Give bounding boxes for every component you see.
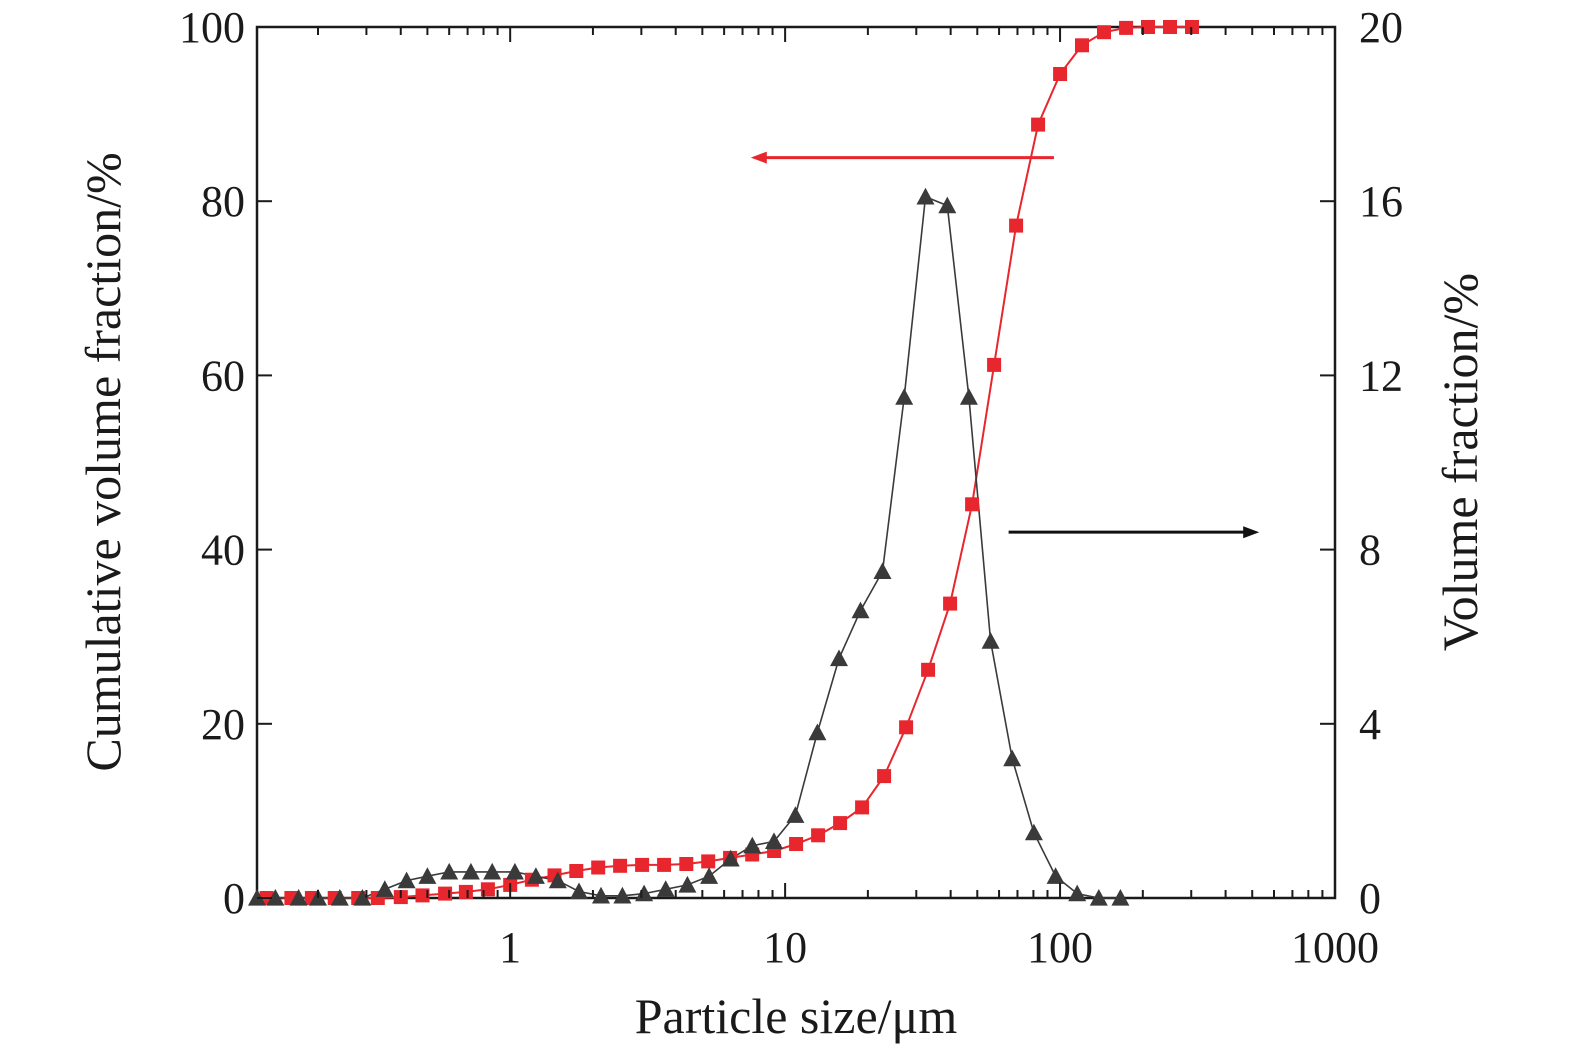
cumulative-point-38 <box>1097 25 1111 40</box>
volume-point-4 <box>330 889 349 906</box>
volume-point-13 <box>526 867 545 884</box>
cumulative-point-35 <box>1031 117 1046 132</box>
cumulative-point-25 <box>811 828 826 843</box>
cumulative-point-27 <box>855 800 870 815</box>
volume-point-28 <box>851 601 870 619</box>
cumulative-point-30 <box>921 662 936 677</box>
cumulative-point-19 <box>679 857 694 871</box>
volume-point-16 <box>592 886 610 904</box>
series-1-line <box>257 195 1121 899</box>
cumulative-point-20 <box>701 854 716 869</box>
volume-point-10 <box>461 862 480 880</box>
volume-point-12 <box>505 862 524 880</box>
y-left-tick-label: 20 <box>201 700 245 749</box>
cumulative-point-26 <box>833 816 848 831</box>
arrow-left-head <box>750 151 767 164</box>
cumulative-point-16 <box>613 858 628 873</box>
cumulative-point-9 <box>458 884 473 899</box>
volume-point-2 <box>289 889 308 906</box>
y-right-tick-label: 20 <box>1359 3 1403 52</box>
cumulative-point-7 <box>415 888 430 903</box>
volume-point-27 <box>830 649 848 667</box>
y-axis-left-label: Cumulative volume fraction/% <box>75 152 131 771</box>
y-right-tick-label: 16 <box>1359 177 1403 226</box>
y-right-tick-label: 0 <box>1359 874 1381 923</box>
cumulative-point-33 <box>987 357 1002 372</box>
volume-point-36 <box>1024 823 1043 841</box>
cumulative-point-15 <box>591 860 606 875</box>
cumulative-point-34 <box>1009 218 1024 233</box>
volume-point-35 <box>1003 749 1022 767</box>
x-axis-label: Particle size/μm <box>635 988 958 1044</box>
y-axis-right-label: Volume fraction/% <box>1432 273 1488 651</box>
volume-point-8 <box>418 867 437 884</box>
volume-point-23 <box>743 836 762 854</box>
volume-point-9 <box>440 862 459 880</box>
y-right-tick-label: 8 <box>1359 526 1381 575</box>
cumulative-point-24 <box>789 837 804 851</box>
cumulative-point-18 <box>657 857 672 872</box>
volume-point-30 <box>895 388 914 405</box>
volume-point-38 <box>1068 884 1087 902</box>
y-left-tick-label: 100 <box>179 3 245 52</box>
volume-point-19 <box>656 880 675 897</box>
y-left-tick-label: 40 <box>201 526 245 575</box>
cumulative-point-36 <box>1053 67 1068 81</box>
volume-point-1 <box>266 889 285 906</box>
cumulative-point-28 <box>877 769 892 784</box>
volume-point-33 <box>959 388 978 405</box>
volume-point-24 <box>765 832 783 849</box>
volume-point-7 <box>397 871 416 889</box>
cumulative-point-29 <box>899 720 914 735</box>
cumulative-point-41 <box>1163 20 1177 34</box>
x-tick-label: 1000 <box>1291 923 1379 972</box>
cumulative-point-31 <box>943 596 958 611</box>
y-right-tick-label: 12 <box>1359 351 1403 400</box>
volume-point-31 <box>916 187 935 205</box>
volume-point-26 <box>808 723 827 741</box>
volume-point-22 <box>721 849 740 867</box>
cumulative-point-39 <box>1119 20 1134 35</box>
volume-point-15 <box>570 882 588 900</box>
volume-point-40 <box>1111 889 1130 906</box>
arrow-right-head <box>1243 526 1260 539</box>
y-left-tick-label: 80 <box>201 177 245 226</box>
volume-point-11 <box>483 862 502 880</box>
volume-point-5 <box>353 889 372 906</box>
annotations <box>750 151 1260 539</box>
cumulative-point-40 <box>1141 20 1155 34</box>
plot-frame <box>255 25 1337 900</box>
volume-point-29 <box>873 562 892 579</box>
x-tick-label: 100 <box>1027 923 1093 972</box>
y-left-tick-label: 60 <box>201 351 245 400</box>
volume-point-17 <box>613 886 632 904</box>
volume-point-21 <box>700 867 719 884</box>
series-markers <box>248 20 1199 906</box>
cumulative-point-37 <box>1075 38 1089 53</box>
x-tick-label: 10 <box>763 923 807 972</box>
volume-point-39 <box>1089 889 1108 906</box>
volume-point-25 <box>786 806 805 823</box>
volume-point-6 <box>375 880 394 897</box>
x-tick-label: 1 <box>499 923 521 972</box>
volume-point-20 <box>678 875 697 893</box>
volume-point-14 <box>548 871 567 889</box>
y-left-tick-label: 0 <box>223 874 245 923</box>
cumulative-point-32 <box>965 497 980 512</box>
volume-point-18 <box>635 884 654 902</box>
volume-point-37 <box>1046 867 1065 884</box>
cumulative-point-14 <box>569 864 584 878</box>
volume-point-32 <box>938 196 957 214</box>
y-right-tick-label: 4 <box>1359 700 1381 749</box>
volume-point-34 <box>981 632 1000 649</box>
cumulative-point-17 <box>635 857 650 872</box>
